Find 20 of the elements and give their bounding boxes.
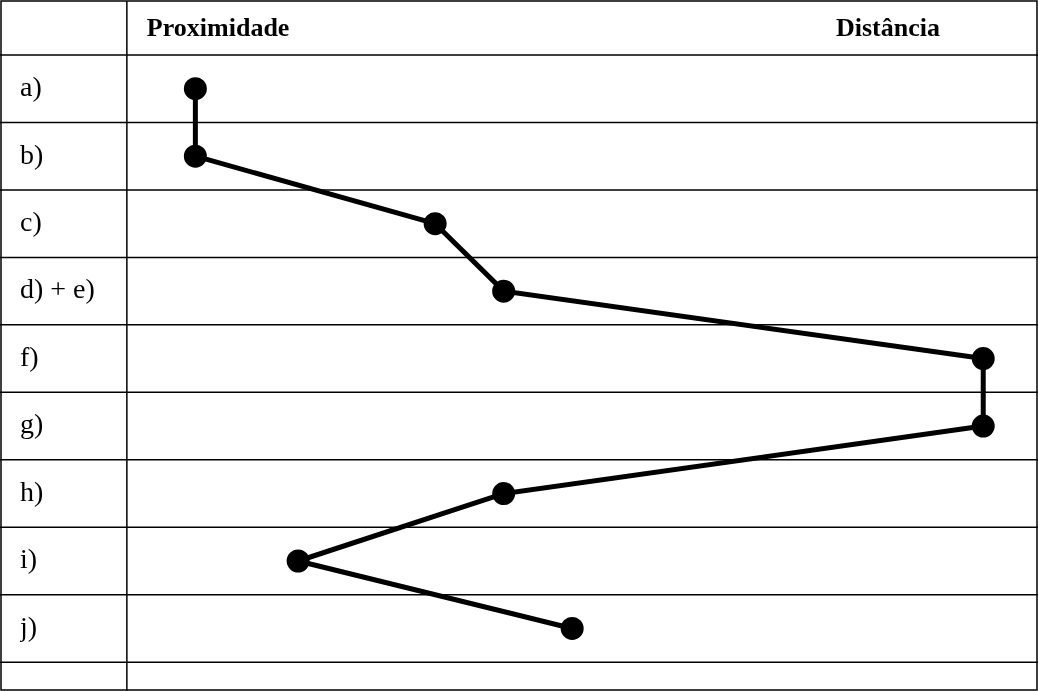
y-tick-label: c) (20, 206, 42, 238)
y-tick-label: g) (20, 408, 44, 440)
point (286, 549, 310, 573)
y-tick-label: a) (20, 71, 42, 103)
point (560, 616, 584, 640)
point (971, 414, 995, 438)
annotation: Distância (836, 13, 940, 43)
point (492, 482, 516, 506)
point (423, 212, 447, 236)
point (492, 279, 516, 303)
y-tick-label: d) + e) (20, 273, 95, 305)
point (971, 347, 995, 371)
y-tick-label: f) (20, 340, 39, 372)
y-tick-label: i) (20, 543, 38, 575)
y-tick-label: j) (19, 610, 38, 642)
point (183, 144, 207, 168)
y-tick-label: h) (20, 475, 44, 507)
annotation: Proximidade (146, 13, 290, 43)
point (183, 77, 207, 101)
y-tick-label: b) (20, 138, 44, 170)
